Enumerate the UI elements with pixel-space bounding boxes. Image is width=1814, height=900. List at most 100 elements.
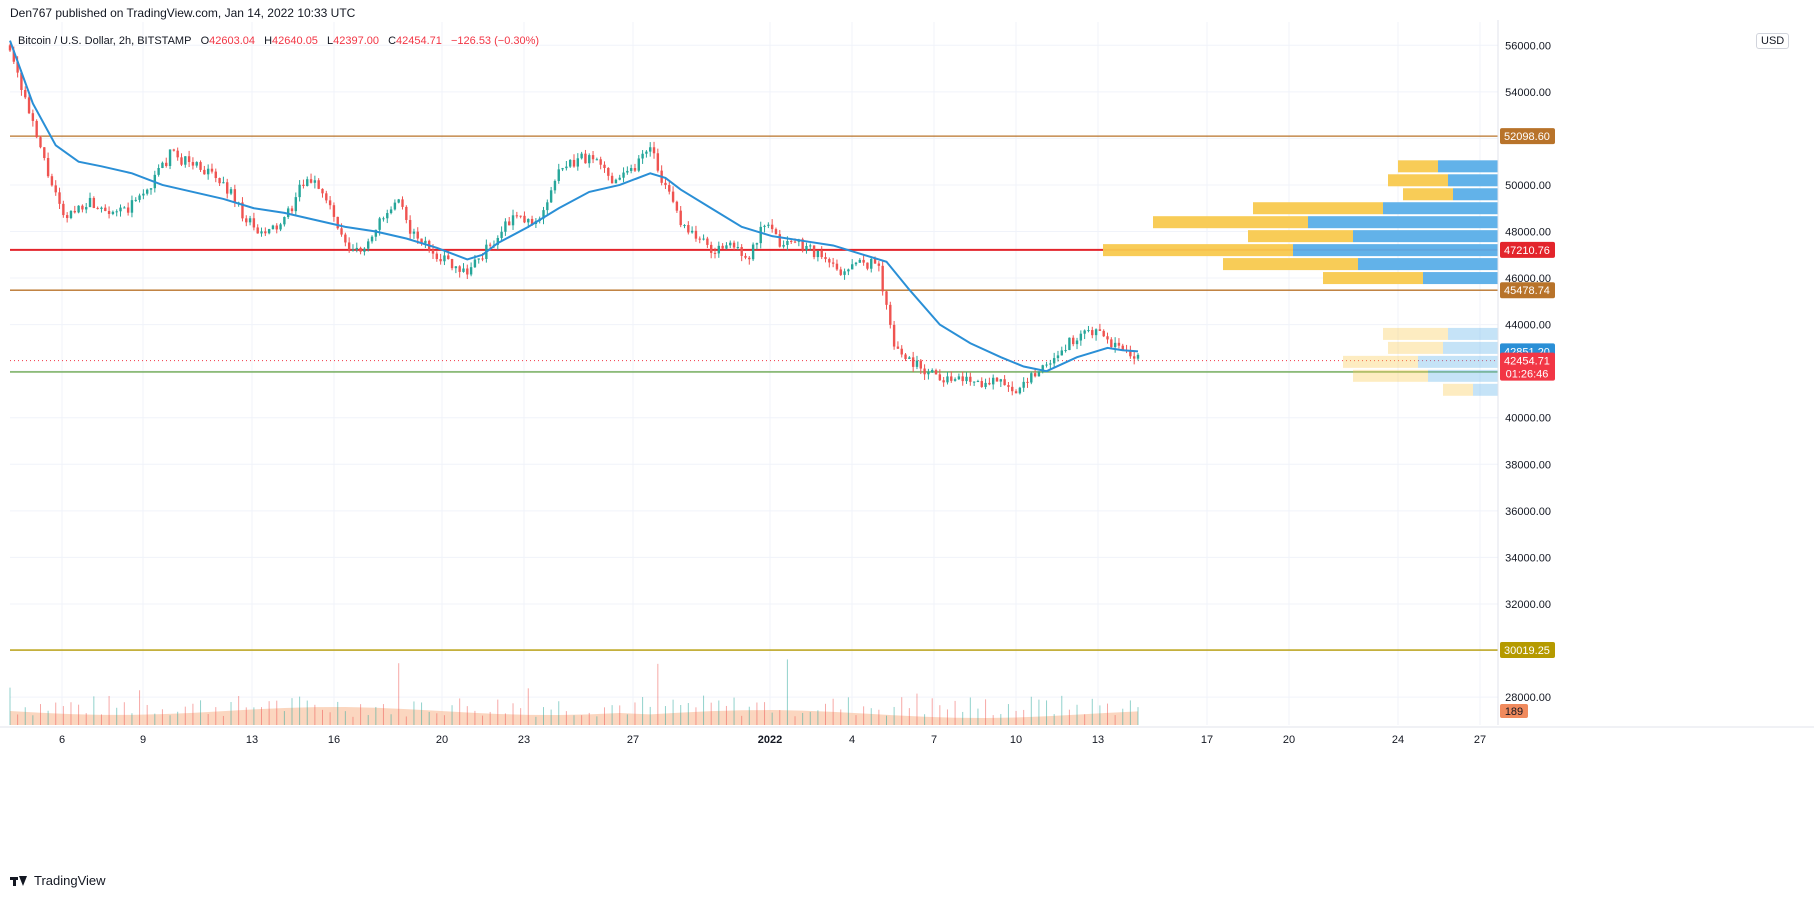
candle-body: [405, 206, 408, 220]
candle-body: [969, 376, 972, 382]
time-tick-label: 23: [518, 734, 530, 746]
candle-body: [767, 224, 770, 226]
volume-profile-bar: [1153, 216, 1308, 229]
candle-body: [774, 229, 778, 235]
volume-profile-bar: [1418, 355, 1498, 368]
candle-body: [340, 228, 343, 235]
candle-body: [447, 255, 450, 260]
candle-body: [313, 180, 317, 183]
candle-body: [424, 240, 427, 244]
candle-body: [549, 190, 553, 203]
time-tick-label: 13: [1092, 734, 1104, 746]
candle-body: [877, 263, 881, 266]
price-tick-label: 36000.00: [1505, 506, 1551, 518]
candle-body: [500, 231, 503, 238]
candle-body: [24, 89, 27, 98]
candle-body: [649, 147, 652, 152]
volume-profile-bar: [1103, 244, 1293, 257]
candle-body: [1094, 329, 1098, 336]
candle-body: [431, 249, 435, 254]
candle-body: [1117, 342, 1121, 346]
candle-body: [16, 61, 19, 73]
candle-body: [504, 221, 507, 232]
volume-profile-bar: [1383, 202, 1498, 215]
time-tick-label: 4: [849, 734, 855, 746]
candle-body: [942, 380, 945, 383]
candle-body: [81, 205, 84, 210]
candle-body: [69, 210, 73, 219]
candle-body: [1011, 386, 1014, 392]
open-label: O: [200, 35, 210, 47]
time-tick-label: 20: [436, 734, 448, 746]
candle-body: [702, 238, 705, 240]
candle-body: [469, 267, 473, 275]
candle-body: [1087, 330, 1090, 332]
candle-body: [43, 147, 46, 158]
candle-body: [721, 245, 724, 249]
candle-body: [325, 193, 328, 201]
candle-body: [984, 382, 987, 387]
candle-body: [347, 242, 351, 251]
candle-body: [839, 269, 842, 275]
price-tick-label: 34000.00: [1505, 552, 1551, 564]
level-price-label-bg: [1500, 282, 1555, 299]
candle-body: [629, 168, 633, 171]
time-tick-label: 9: [140, 734, 146, 746]
candle-body: [885, 291, 888, 305]
candle-body: [717, 245, 721, 254]
currency-badge[interactable]: USD: [1756, 33, 1790, 49]
volume-profile-bar: [1353, 369, 1428, 382]
candle-body: [1037, 371, 1041, 377]
candle-body: [908, 357, 911, 359]
candle-body: [77, 205, 80, 213]
volume-profile-bar: [1448, 327, 1498, 340]
candle-body: [115, 211, 118, 213]
candle-body: [1132, 356, 1136, 359]
level-price-label: 47210.76: [1504, 245, 1550, 257]
candle-body: [637, 158, 640, 171]
candle-body: [408, 219, 412, 234]
candle-body: [1083, 330, 1086, 334]
candle-body: [805, 245, 808, 251]
candle-body: [1022, 381, 1025, 388]
volume-profile-bar: [1253, 202, 1383, 215]
time-tick-label: 16: [328, 734, 340, 746]
candle-body: [1064, 350, 1067, 352]
tradingview-logo[interactable]: TradingView: [10, 873, 106, 888]
candle-body: [1129, 351, 1132, 357]
candle-body: [496, 237, 499, 245]
candle-body: [988, 382, 991, 385]
candle-body: [96, 207, 99, 209]
candle-body: [176, 150, 179, 158]
candle-body: [260, 231, 263, 234]
open-value: 42603.04: [209, 35, 256, 47]
candle-body: [412, 231, 416, 234]
price-tick-label: 32000.00: [1505, 599, 1551, 611]
candle-body: [1121, 345, 1124, 351]
price-tick-label: 38000.00: [1505, 459, 1551, 471]
candle-body: [279, 224, 282, 230]
candle-body: [576, 158, 580, 167]
candle-body: [267, 229, 271, 234]
candle-body: [100, 207, 103, 209]
candle-body: [168, 149, 172, 166]
candle-body: [580, 153, 583, 159]
current-price-label-bg: [1500, 352, 1555, 381]
candle-body: [572, 159, 576, 167]
candle-body: [953, 379, 957, 381]
candle-body: [157, 167, 160, 175]
candle-body: [420, 238, 423, 244]
candle-body: [923, 368, 926, 375]
time-tick-label: 17: [1201, 734, 1213, 746]
candle-body: [1018, 387, 1022, 394]
candle-body: [938, 374, 942, 381]
volume-profile-bar: [1353, 230, 1498, 243]
time-tick-label: 7: [931, 734, 937, 746]
candle-body: [633, 168, 637, 171]
candle-body: [1113, 342, 1117, 348]
candle-body: [58, 192, 61, 204]
level-price-label-bg: [1500, 642, 1555, 659]
price-tick-label: 50000.00: [1505, 180, 1551, 192]
candle-body: [46, 157, 50, 177]
